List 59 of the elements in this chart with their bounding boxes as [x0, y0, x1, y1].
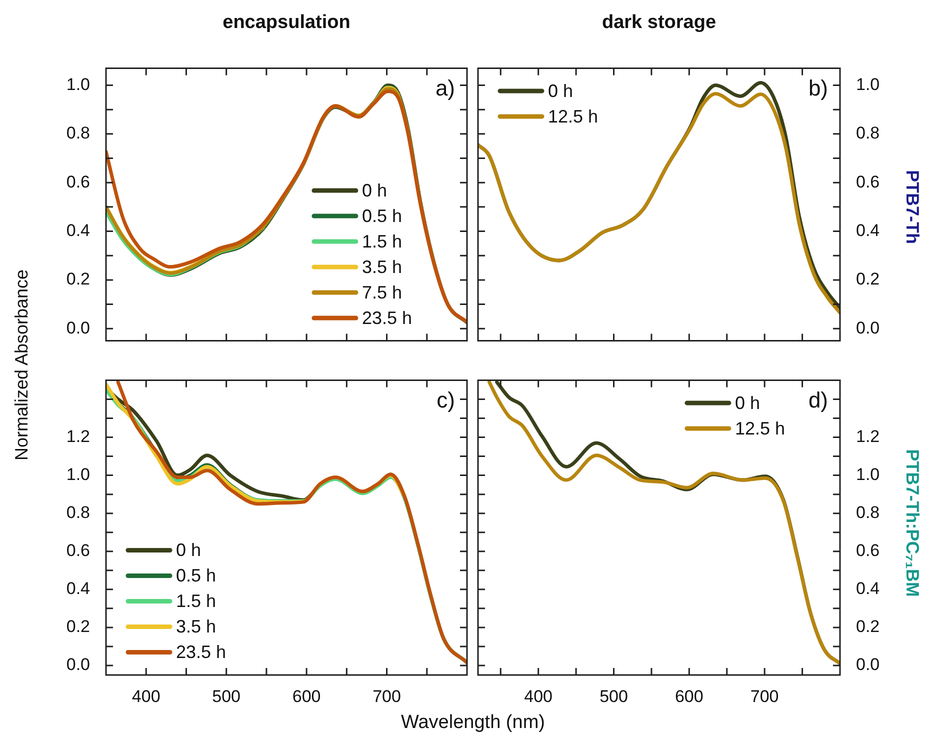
legend-label: 1.5 h: [362, 232, 402, 252]
y-tick-label: 0.2: [856, 617, 880, 636]
legend-label: 7.5 h: [362, 282, 402, 303]
y-tick-label: 1.0: [856, 74, 880, 94]
legend-label: 23.5 h: [176, 642, 226, 662]
y-tick-label: 0.2: [66, 617, 90, 636]
y-tick-label: 0.2: [856, 270, 880, 289]
legend-label: 3.5 h: [362, 257, 402, 278]
y-tick-label: 0.0: [856, 655, 880, 674]
x-tick-label: 500: [600, 686, 628, 706]
y-tick-label: 0.4: [66, 220, 90, 240]
y-axis-title: Normalized Absorbance: [12, 269, 32, 461]
annotation: b): [808, 75, 828, 100]
y-tick-label: 0.6: [66, 172, 90, 192]
y-tick-label: 1.2: [66, 426, 90, 446]
x-axis-title: Wavelength (nm): [401, 712, 545, 734]
y-tick-label: 0.4: [856, 220, 880, 240]
y-tick-label: 0.2: [66, 270, 90, 289]
legend-label: 12.5 h: [734, 418, 785, 438]
y-tick-label: 1.0: [66, 464, 90, 484]
x-tick-label: 700: [372, 686, 401, 706]
chart-title: encapsulation: [222, 12, 350, 34]
y-tick-label: 0.8: [856, 503, 880, 522]
x-tick-label: 400: [524, 686, 553, 706]
legend-label: 1.5 h: [176, 591, 216, 612]
annotation: c): [436, 387, 455, 412]
y-tick-label: 0.4: [856, 579, 880, 598]
x-tick-label: 600: [292, 686, 321, 706]
y-tick-label: 1.2: [856, 426, 880, 446]
annotation: a): [435, 75, 455, 100]
legend-label: 0 h: [734, 392, 760, 413]
y-tick-label: 0.0: [66, 655, 90, 674]
x-tick-label: 500: [212, 686, 241, 706]
legend-label: 0 h: [362, 180, 387, 201]
y-tick-label: 0.8: [66, 503, 90, 522]
y-tick-label: 0.6: [66, 541, 90, 560]
y-tick-label: 0.4: [66, 579, 90, 598]
legend-label: 3.5 h: [176, 616, 216, 637]
annotation: d): [808, 387, 828, 412]
y-axis-title: PTB7-Th: [902, 170, 922, 244]
chart-title: dark storage: [602, 12, 716, 34]
legend-label: 23.5 h: [362, 308, 412, 328]
x-tick-label: 400: [132, 686, 160, 706]
y-tick-label: 0.8: [856, 124, 880, 143]
legend-label: 0.5 h: [176, 566, 216, 586]
y-tick-label: 0.8: [66, 124, 90, 143]
legend-label: 12.5 h: [548, 106, 598, 126]
y-tick-label: 0.6: [856, 541, 880, 560]
x-tick-label: 700: [750, 686, 779, 706]
y-axis-title: PTB7-Th:PC₇₁BM: [902, 448, 922, 596]
legend-label: 0 h: [548, 80, 574, 101]
x-tick-label: 600: [674, 686, 704, 706]
y-tick-label: 1.0: [66, 74, 90, 94]
legend-label: 0 h: [176, 540, 202, 560]
y-tick-label: 0.6: [856, 172, 880, 192]
y-tick-label: 0.0: [856, 318, 880, 338]
y-tick-label: 0.0: [66, 318, 90, 338]
legend-label: 0.5 h: [362, 206, 402, 226]
y-tick-label: 1.0: [856, 464, 880, 484]
